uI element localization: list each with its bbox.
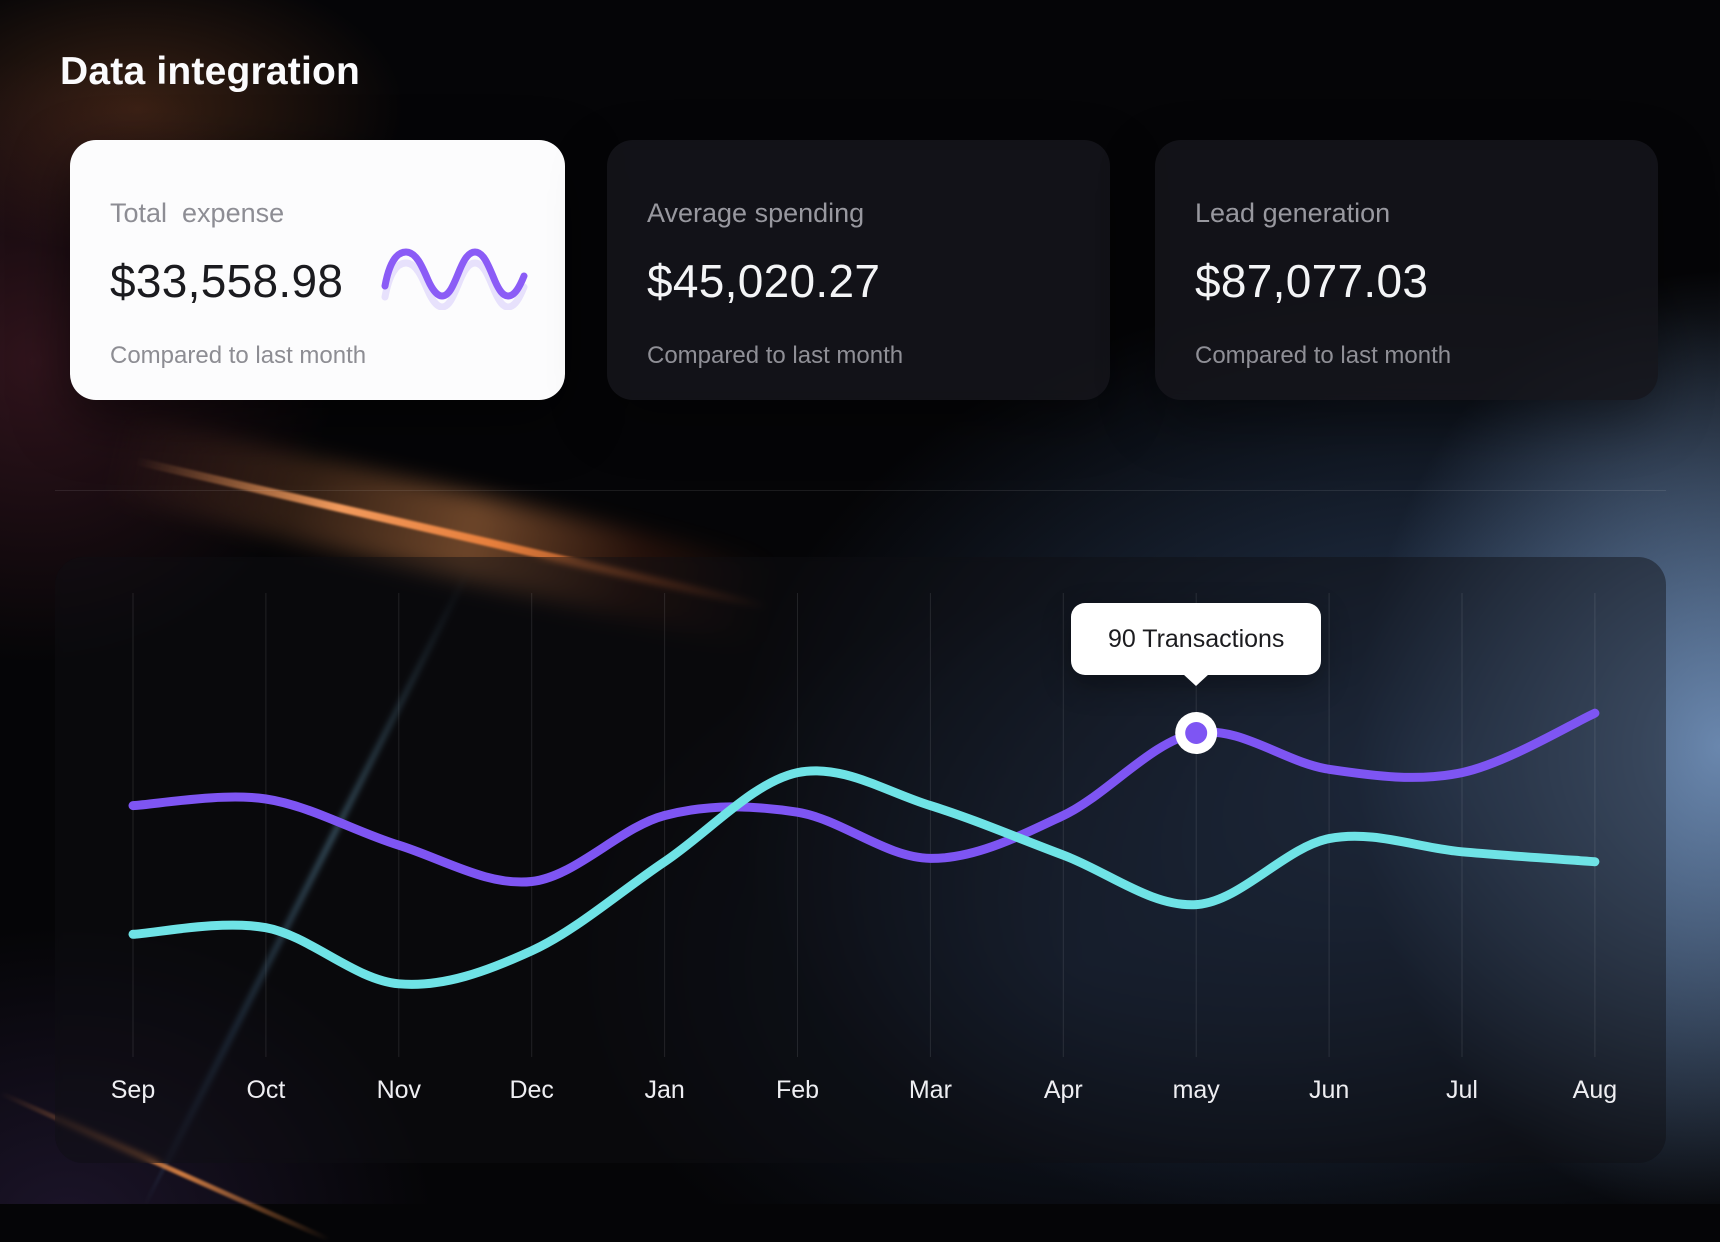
tooltip: 90 Transactions bbox=[1071, 603, 1322, 686]
month-label-Jan: Jan bbox=[644, 1076, 684, 1104]
chart-canvas[interactable]: Sep Oct Nov Dec Jan Feb Mar Apr may Jun Jul Aug bbox=[55, 557, 1666, 1163]
month-label-Oct: Oct bbox=[246, 1076, 285, 1104]
section-divider bbox=[55, 490, 1666, 491]
stat-card-subtext: Compared to last month bbox=[647, 342, 904, 369]
chart-panel: Sep Oct Nov Dec Jan Feb Mar Apr may Jun Jul Aug 90 … bbox=[55, 557, 1666, 1163]
month-label-Jul: Jul bbox=[1446, 1076, 1478, 1104]
month-label-Mar: Mar bbox=[909, 1076, 952, 1104]
stat-card-average-spending: Average spending $45,020.27 Compared to … bbox=[607, 140, 1110, 400]
stat-card-label: Total expense bbox=[110, 198, 285, 228]
month-label-Dec: Dec bbox=[509, 1076, 553, 1104]
month-label-Sep: Sep bbox=[111, 1076, 155, 1104]
month-label-Nov: Nov bbox=[377, 1076, 422, 1104]
stat-card-label: Lead generation bbox=[1195, 198, 1391, 228]
month-label-Feb: Feb bbox=[776, 1076, 819, 1104]
month-label-Jun: Jun bbox=[1309, 1076, 1349, 1104]
series-line-transactions-cyan[interactable] bbox=[128, 766, 1600, 989]
month-label-Apr: Apr bbox=[1044, 1076, 1083, 1104]
stat-card-value: $33,558.98 bbox=[110, 255, 344, 307]
wave-sparkline-icon bbox=[381, 248, 528, 310]
stat-card-subtext: Compared to last month bbox=[1195, 342, 1452, 369]
stat-card-value: $45,020.27 bbox=[647, 255, 881, 307]
month-label-may: may bbox=[1173, 1076, 1221, 1104]
stat-card-lead-generation: Lead generation $87,077.03 Compared to l… bbox=[1155, 140, 1658, 400]
page-title: Data integration bbox=[60, 50, 361, 93]
tooltip-pointer-icon bbox=[1183, 674, 1210, 686]
stat-card-total-expense: Total expense $33,558.98 Compared to las… bbox=[70, 140, 565, 400]
month-label-Aug: Aug bbox=[1573, 1076, 1617, 1104]
stat-card-label: Average spending bbox=[647, 198, 865, 228]
data-point-marker-inner bbox=[1185, 722, 1208, 744]
tooltip-label: 90 Transactions bbox=[1107, 624, 1285, 653]
stat-card-subtext: Compared to last month bbox=[110, 342, 367, 369]
stat-card-value: $87,077.03 bbox=[1195, 255, 1429, 307]
series-line-transactions-purple[interactable] bbox=[128, 708, 1600, 887]
